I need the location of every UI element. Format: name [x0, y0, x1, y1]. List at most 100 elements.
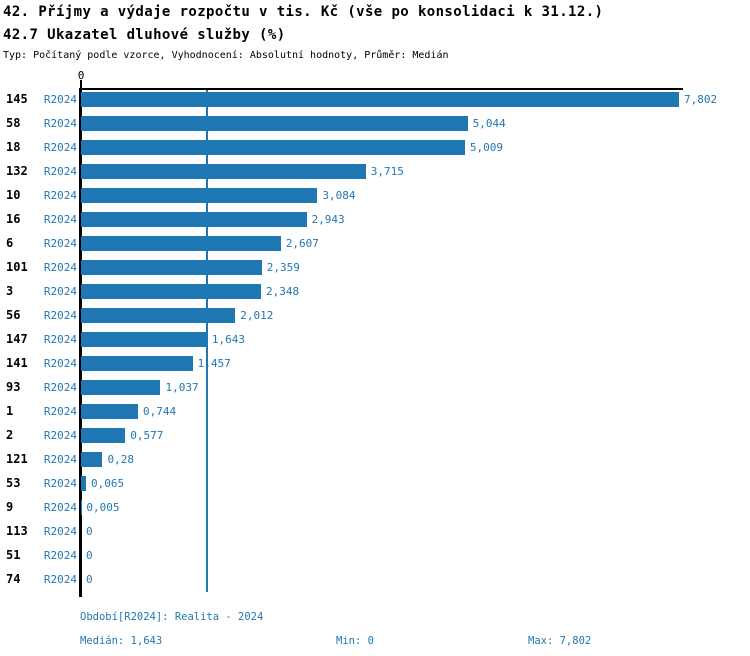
row-category-label: 93 [6, 380, 21, 394]
row-series-label: R2024 [43, 429, 77, 442]
chart-row: 74 R2024 0 [0, 572, 750, 587]
bar-value-label: 2,359 [266, 261, 300, 274]
row-series-label: R2024 [43, 549, 77, 562]
row-series-label: R2024 [43, 333, 77, 346]
row-series-label: R2024 [43, 477, 77, 490]
bar [81, 452, 103, 467]
chart-row: 113 R2024 0 [0, 524, 750, 539]
footer-min-text: Min: 0 [336, 635, 374, 647]
chart-row: 145 R2024 7,802 [0, 92, 750, 107]
chart-row: 10 R2024 3,084 [0, 188, 750, 203]
footer-median-text: Medián: 1,643 [80, 635, 163, 647]
row-series-label: R2024 [43, 117, 77, 130]
chart-row: 93 R2024 1,037 [0, 380, 750, 395]
row-category-label: 3 [6, 284, 14, 298]
row-series-label: R2024 [43, 573, 77, 586]
bar-value-label: 0 [86, 525, 93, 538]
bar [81, 476, 86, 491]
row-category-label: 101 [6, 260, 28, 274]
chart-row: 121 R2024 0,28 [0, 452, 750, 467]
x-axis-line [79, 88, 683, 90]
chart-row: 141 R2024 1,457 [0, 356, 750, 371]
chart-row: 9 R2024 0,005 [0, 500, 750, 515]
bar [81, 356, 193, 371]
chart-row: 16 R2024 2,943 [0, 212, 750, 227]
bar-value-label: 0,065 [90, 477, 125, 490]
row-category-label: 18 [6, 140, 21, 154]
bar [81, 308, 236, 323]
chart-row: 58 R2024 5,044 [0, 116, 750, 131]
row-series-label: R2024 [43, 261, 77, 274]
bar-value-label: 1,457 [197, 357, 231, 370]
bar-value-label: 0,28 [107, 453, 134, 466]
bar-value-label: 3,715 [370, 165, 404, 178]
bar [81, 236, 281, 251]
bar [81, 428, 126, 443]
row-series-label: R2024 [43, 405, 77, 418]
row-series-label: R2024 [43, 165, 77, 178]
bar-value-label: 0 [86, 573, 93, 586]
bar-value-label: 2,943 [311, 213, 345, 226]
chart-row: 2 R2024 0,577 [0, 428, 750, 443]
row-category-label: 51 [6, 548, 21, 562]
bar-value-label: 5,009 [469, 141, 504, 154]
row-category-label: 147 [6, 332, 28, 346]
bar-value-label: 0,744 [143, 405, 177, 418]
row-category-label: 16 [6, 212, 21, 226]
row-category-label: 2 [6, 428, 14, 442]
row-category-label: 74 [6, 572, 21, 586]
row-category-label: 113 [6, 524, 28, 538]
chart-row: 56 R2024 2,012 [0, 308, 750, 323]
chart-row: 147 R2024 1,643 [0, 332, 750, 347]
chart-subtitle: Typ: Počítaný podle vzorce, Vyhodnocení:… [3, 50, 449, 61]
row-category-label: 58 [6, 116, 21, 130]
bar [81, 116, 468, 131]
bar-value-label: 0,005 [86, 501, 120, 514]
row-series-label: R2024 [43, 453, 77, 466]
x-axis-zero-tick-mark [80, 80, 82, 88]
bar [81, 140, 465, 155]
row-category-label: 145 [6, 92, 28, 106]
bar [81, 404, 139, 419]
row-category-label: 141 [6, 356, 28, 370]
row-series-label: R2024 [43, 237, 77, 250]
bar-value-label: 2,607 [285, 237, 319, 250]
bar [81, 92, 679, 107]
bar-value-label: 3,084 [322, 189, 356, 202]
bar-value-label: 1,037 [165, 381, 199, 394]
page-title-line1: 42. Příjmy a výdaje rozpočtu v tis. Kč (… [3, 4, 604, 20]
bar-value-label: 1,643 [211, 333, 246, 346]
bar-value-label: 2,012 [240, 309, 274, 322]
row-category-label: 121 [6, 452, 28, 466]
row-series-label: R2024 [43, 189, 77, 202]
bar [81, 164, 366, 179]
row-series-label: R2024 [43, 525, 77, 538]
chart-row: 51 R2024 0 [0, 548, 750, 563]
row-series-label: R2024 [43, 141, 77, 154]
row-category-label: 56 [6, 308, 21, 322]
chart-row: 101 R2024 2,359 [0, 260, 750, 275]
row-category-label: 53 [6, 476, 21, 490]
bar-value-label: 5,044 [472, 117, 506, 130]
chart-row: 3 R2024 2,348 [0, 284, 750, 299]
bar [81, 332, 207, 347]
row-series-label: R2024 [43, 285, 77, 298]
chart-row: 1 R2024 0,744 [0, 404, 750, 419]
bar-value-label: 0 [86, 549, 93, 562]
chart-row: 6 R2024 2,607 [0, 236, 750, 251]
x-axis-zero-tick-label: 0 [77, 69, 85, 82]
row-series-label: R2024 [43, 357, 77, 370]
row-category-label: 1 [6, 404, 14, 418]
chart-row: 18 R2024 5,009 [0, 140, 750, 155]
row-category-label: 9 [6, 500, 14, 514]
y-axis-line [79, 88, 82, 597]
chart-row: 53 R2024 0,065 [0, 476, 750, 491]
row-series-label: R2024 [43, 309, 77, 322]
footer-period-text: Období[R2024]: Realita - 2024 [80, 611, 264, 623]
row-series-label: R2024 [43, 93, 77, 106]
median-line [206, 90, 208, 592]
bar [81, 188, 318, 203]
bar-value-label: 2,348 [265, 285, 300, 298]
page-title-line2: 42.7 Ukazatel dluhové služby (%) [3, 27, 286, 43]
